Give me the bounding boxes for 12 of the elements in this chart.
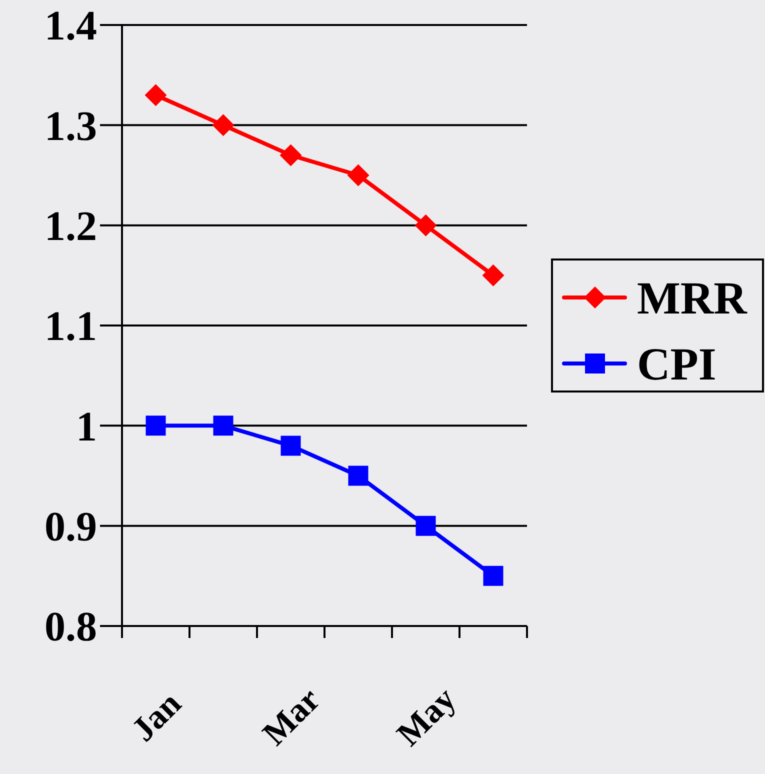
y-tick-label: 0.9 bbox=[44, 504, 97, 551]
y-tick-label: 1 bbox=[76, 404, 97, 450]
y-tick-label: 1.4 bbox=[44, 4, 97, 50]
x-tick-label: Mar bbox=[256, 681, 328, 753]
y-tick-label: 0.8 bbox=[44, 604, 97, 651]
y-tick-label: 1.1 bbox=[44, 304, 97, 350]
legend-label: CPI bbox=[637, 338, 716, 390]
legend-label: MRR bbox=[637, 272, 748, 324]
y-tick-label: 1.2 bbox=[44, 204, 97, 250]
x-tick-label: Jan bbox=[124, 685, 189, 749]
y-tick-label: 1.3 bbox=[44, 104, 97, 150]
x-tick-label: May bbox=[390, 680, 464, 754]
